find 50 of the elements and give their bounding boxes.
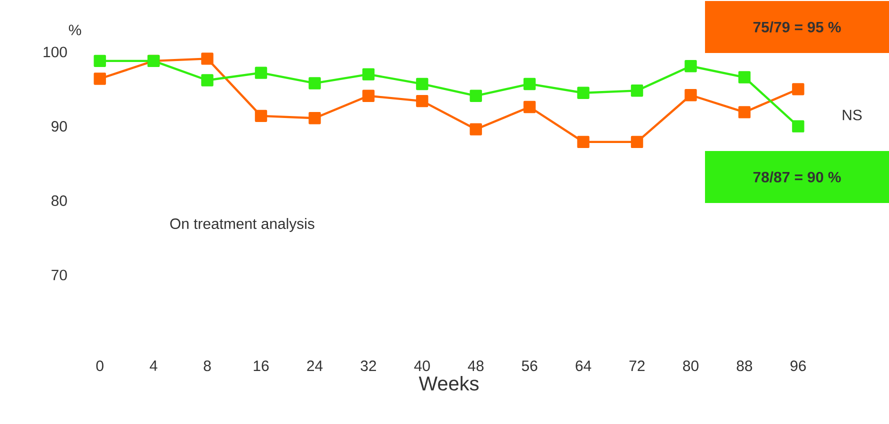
x-tick-label: 8 (204, 360, 211, 372)
y-axis-title: % (68, 24, 82, 36)
point (254, 66, 268, 79)
point (94, 54, 106, 68)
y-tick-label: 100 (44, 46, 67, 58)
point (94, 72, 106, 85)
point (201, 74, 214, 86)
point (577, 86, 590, 99)
x-tick-label: 56 (522, 360, 538, 372)
annotation: On treatment analysis (170, 218, 314, 232)
x-tick-label: 0 (96, 360, 104, 372)
point (523, 78, 536, 90)
x-tick-label: 24 (307, 360, 323, 371)
point (684, 89, 697, 102)
x-tick-label: 72 (629, 360, 645, 371)
point (416, 78, 428, 90)
x-axis-title: Weeks (418, 376, 479, 391)
x-tick-label: 40 (414, 360, 430, 372)
point (254, 110, 268, 122)
point (362, 90, 375, 102)
point (523, 100, 536, 114)
x-tick-label: 16 (254, 360, 269, 372)
x-tick-label: 32 (360, 360, 376, 372)
text: NS (842, 110, 862, 120)
point (416, 94, 428, 108)
point (630, 136, 644, 148)
x-tick-label: 4 (150, 360, 158, 371)
point (577, 136, 590, 148)
point (792, 120, 804, 132)
point (201, 52, 214, 65)
y-tick-label: 80 (52, 195, 67, 206)
point (308, 77, 321, 90)
y-tick-label: 90 (52, 121, 67, 132)
point (684, 60, 697, 72)
x-tick-label: 64 (576, 360, 592, 372)
point (470, 90, 482, 102)
point (630, 84, 644, 97)
x-tick-label: 48 (468, 360, 484, 372)
point (362, 68, 375, 80)
y-tick-label: 70 (52, 270, 67, 280)
point (792, 83, 804, 96)
point (738, 106, 751, 118)
x-tick-label: 80 (683, 360, 698, 372)
text: 75/79 = 95 % (753, 21, 841, 33)
point (738, 71, 751, 84)
annotation: 78/87 = 90 % (753, 171, 841, 183)
x-tick-label: 88 (736, 360, 752, 372)
point (308, 112, 321, 124)
point (470, 123, 482, 136)
x-tick-label: 96 (790, 360, 806, 372)
